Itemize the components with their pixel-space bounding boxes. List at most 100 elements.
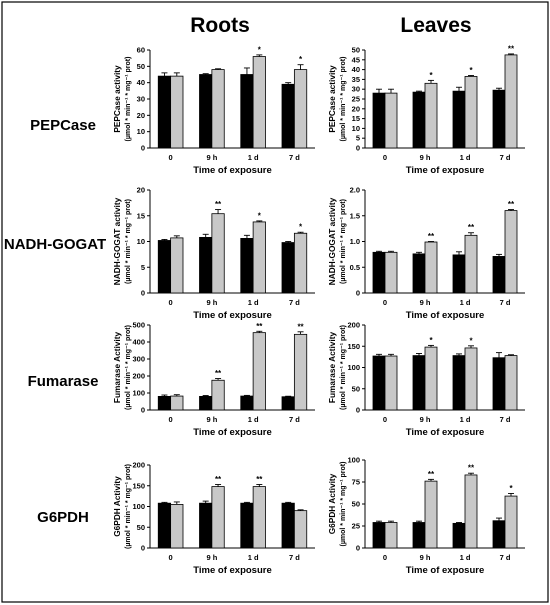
bar-control [199,395,213,411]
bar-control [492,357,506,411]
y-tick-label: 20 [137,186,145,195]
significance-marker: ** [297,322,304,331]
bar-control [412,355,426,411]
bar-control [199,74,213,149]
bar-treated [384,251,398,294]
x-tick-label: 9 h [206,153,217,162]
bar-treated [464,347,478,411]
x-tick-label: 7 d [500,298,511,307]
y-tick-label: 0.5 [350,263,360,272]
y-tick-label: 30 [137,95,145,104]
bar-treated [504,495,518,549]
chart-roots-g6pdh: 0 50 100 150 200 0 9 h ** 1 d ** 7 d Time of exposu… [112,461,315,576]
y-tick-label: 100 [132,389,145,398]
x-tick-label: 0 [383,553,387,562]
x-tick-label: 9 h [420,553,431,562]
y-tick-label: 100 [347,456,360,465]
y-tick-label: 200 [132,461,145,470]
y-tick-label: 20 [137,111,145,120]
y-tick-label: 10 [137,237,145,246]
y-axis-label: Fumarase Activity [327,332,337,404]
y-tick-label: 15 [352,114,360,123]
y-axis-label: PEPCase activity [327,65,337,133]
y-axis-unit: (µmol * min⁻¹ * mg⁻¹ prot) [340,462,347,547]
x-tick-label: 0 [383,415,387,424]
bar-treated [211,486,225,549]
bar-control [157,502,172,549]
x-tick-label: 9 h [420,415,431,424]
x-tick-label: 9 h [420,298,431,307]
y-axis-unit: (µmol * min⁻¹ * mg⁻¹ prot) [125,199,132,284]
bar-treated [424,480,438,549]
y-tick-label: 45 [352,55,360,64]
x-axis-label: Time of exposure [193,310,272,321]
bar-control [157,75,172,149]
significance-marker: ** [508,44,515,53]
bar-control [281,502,295,549]
bar-control [199,502,213,549]
significance-marker: ** [468,223,475,232]
bar-control [492,256,506,294]
x-tick-label: 0 [383,298,387,307]
significance-marker: * [258,211,262,220]
bar-treated [384,355,398,411]
x-tick-label: 1 d [460,153,471,162]
y-axis-unit: (µmol * min⁻¹ * mg⁻¹ prot) [340,199,347,284]
bar-treated [252,221,266,294]
bar-control [492,89,506,149]
chart-roots-gogat: 0 5 10 15 20 0 9 h ** 1 d * 7 d * Time of exposure NA… [112,186,315,321]
bar-treated [293,232,308,294]
chart-roots-fumarase: 0 100 200 300 400 500 0 9 h ** 1 d ** 7 d ** Time of … [112,321,315,438]
bar-treated [252,332,266,411]
y-tick-label: 2.0 [350,186,360,195]
row-label-pepcase: PEPCase [30,117,96,134]
bar-control [372,522,386,549]
y-tick-label: 500 [132,321,145,330]
x-tick-label: 0 [169,298,173,307]
bar-control [240,395,254,411]
x-tick-label: 0 [169,553,173,562]
bar-treated [170,75,184,149]
bar-control [281,242,295,294]
bar-treated [464,474,478,549]
y-tick-label: 35 [352,75,360,84]
x-tick-label: 7 d [289,298,300,307]
significance-marker: * [469,336,473,345]
y-tick-label: 50 [137,62,145,71]
bar-treated [464,76,478,149]
bar-control [372,355,386,411]
row-label-fumarase: Fumarase [28,373,99,390]
row-label-g6pdh: G6PDH [37,509,89,526]
y-tick-label: 0 [141,406,145,415]
y-tick-label: 5 [356,134,360,143]
bar-treated [211,69,225,149]
y-tick-label: 1.0 [350,237,360,246]
bar-control [412,522,426,549]
y-tick-label: 50 [352,384,360,393]
x-tick-label: 7 d [289,553,300,562]
column-title-leaves: Leaves [400,14,471,37]
y-axis-label: G6PDH Activity [327,473,337,534]
bar-treated [211,379,225,411]
bar-treated [504,210,518,294]
bar-treated [252,56,266,149]
significance-marker: ** [468,464,475,473]
y-axis-label: Fumarase Activity [112,332,122,404]
y-tick-label: 25 [352,522,360,531]
y-axis-label: G6PDH Activity [112,476,122,537]
x-tick-label: 0 [169,153,173,162]
bar-treated [424,346,438,411]
x-axis-label: Time of exposure [406,565,485,576]
y-tick-label: 0 [356,544,360,553]
significance-marker: ** [508,200,515,209]
bar-control [157,240,172,294]
y-tick-label: 15 [137,211,145,220]
x-tick-label: 9 h [206,415,217,424]
y-tick-label: 100 [347,363,360,372]
y-tick-label: 30 [352,85,360,94]
y-axis-unit: (µmol * min⁻¹ * mg⁻¹ prot) [125,57,132,142]
bar-treated [293,510,308,549]
bar-control [412,91,426,149]
